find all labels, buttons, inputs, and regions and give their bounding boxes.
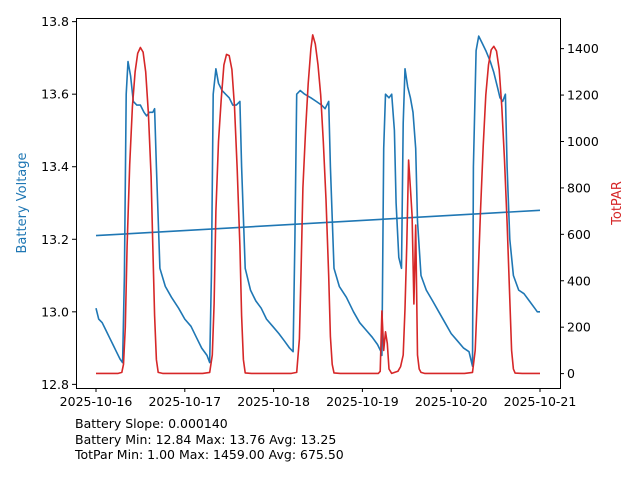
y-right-tick-label: 0 [567,366,575,381]
trend-series-line [95,209,541,237]
battery-stats-text: Battery Min: 12.84 Max: 13.76 Avg: 13.25 [75,431,337,447]
totpar-series-line [96,34,540,375]
y-left-tick-label: 13.2 [41,232,69,247]
x-tick-label: 2025-10-17 [148,394,221,409]
battery-series-line [95,35,540,367]
battery-slope-text: Battery Slope: 0.000140 [75,416,228,431]
y-right-tick-label: 400 [567,273,591,288]
x-axis: 2025-10-16 2025-10-17 2025-10-18 2025-10-19… [60,388,577,409]
y-axis-left: 12.8 13.0 13.2 13.4 13.6 13.8 [41,14,76,392]
stats-panel: Battery Slope: 0.000140 Battery Min: 12.… [75,416,344,463]
x-tick-label: 2025-10-18 [237,394,310,409]
y-right-tick-label: 200 [567,320,591,335]
x-tick-label: 2025-10-16 [60,394,133,409]
y-left-tick-label: 13.0 [41,304,69,319]
x-tick-label: 2025-10-20 [415,394,488,409]
plot-lines [95,34,541,375]
y-left-tick-label: 13.8 [41,14,69,29]
y-axis-left-title: Battery Voltage [15,152,30,253]
y-left-tick-label: 13.6 [41,87,69,102]
y-left-tick-label: 13.4 [41,159,69,174]
totpar-stats-text: TotPar Min: 1.00 Max: 1459.00 Avg: 675.5… [75,447,344,462]
x-tick-label: 2025-10-19 [326,394,399,409]
y-right-tick-label: 1000 [567,134,599,149]
y-left-tick-label: 12.8 [41,377,69,392]
y-right-tick-label: 1400 [567,41,599,56]
y-right-tick-label: 600 [567,227,591,242]
y-axis-right: 0 200 400 600 800 1000 1200 1400 [560,41,599,381]
plot-frame [76,18,561,389]
y-axis-right-title: TotPAR [610,181,625,226]
y-right-tick-label: 800 [567,180,591,195]
y-right-tick-label: 1200 [567,88,599,103]
x-tick-label: 2025-10-21 [504,394,577,409]
